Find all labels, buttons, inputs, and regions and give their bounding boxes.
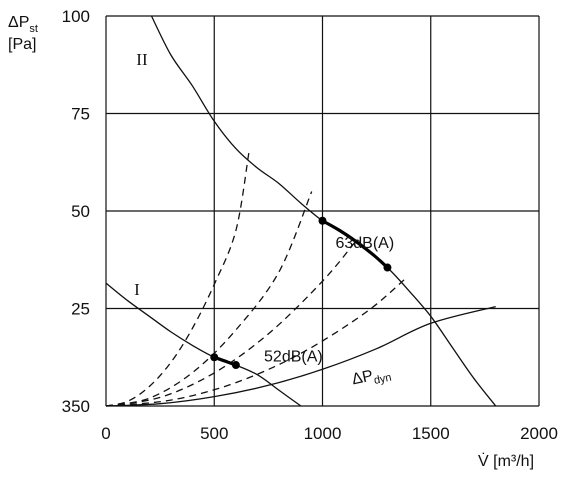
x-tick-label-4: 2000	[520, 424, 558, 443]
y-tick-label-1: 25	[71, 300, 90, 319]
series-layer	[105, 15, 497, 407]
pdyn-label-base: ΔP	[350, 367, 374, 388]
dashed-line-5	[105, 241, 356, 407]
pdyn-label: ΔPdyn	[350, 364, 392, 392]
series-line-i	[105, 282, 302, 407]
operating-segment-0	[321, 219, 389, 269]
y-axis-label: ΔPst	[8, 14, 38, 35]
pdyn-label-sub: dyn	[373, 372, 393, 387]
x-tick-label-0: 0	[101, 424, 110, 443]
grid-lines	[105, 15, 540, 407]
annotation-0: 63dB(A)	[335, 235, 394, 252]
dashed-line-3	[105, 152, 250, 407]
y-tick-label-2: 50	[71, 202, 90, 221]
y-tick-label-0: 350	[62, 397, 90, 416]
annotation-3: I	[134, 280, 140, 299]
y-tick-label-4: 100	[62, 7, 90, 26]
operating-point-0	[318, 216, 327, 225]
x-tick-label-3: 1500	[412, 424, 450, 443]
x-tick-label-1: 500	[200, 424, 228, 443]
x-tick-label-2: 1000	[304, 424, 342, 443]
series-line-pdyn	[105, 305, 496, 407]
y-axis-unit: [Pa]	[8, 36, 36, 53]
y-tick-label-3: 75	[71, 105, 90, 124]
y-axis-label-sub: st	[29, 23, 38, 35]
y-axis-label-base: ΔP	[8, 14, 29, 31]
operating-point-2	[210, 353, 219, 362]
dashed-line-4	[105, 191, 313, 407]
x-axis-label: V̇ [m³/h]	[478, 452, 534, 470]
operating-point-3	[231, 361, 240, 370]
annotation-2: II	[136, 50, 148, 69]
tick-labels: 0 500 1000 1500 2000 350 25 50 75 100	[62, 7, 558, 443]
annotation-1: 52dB(A)	[264, 348, 323, 365]
dashed-line-6	[105, 276, 408, 407]
operating-point-1	[383, 263, 392, 272]
